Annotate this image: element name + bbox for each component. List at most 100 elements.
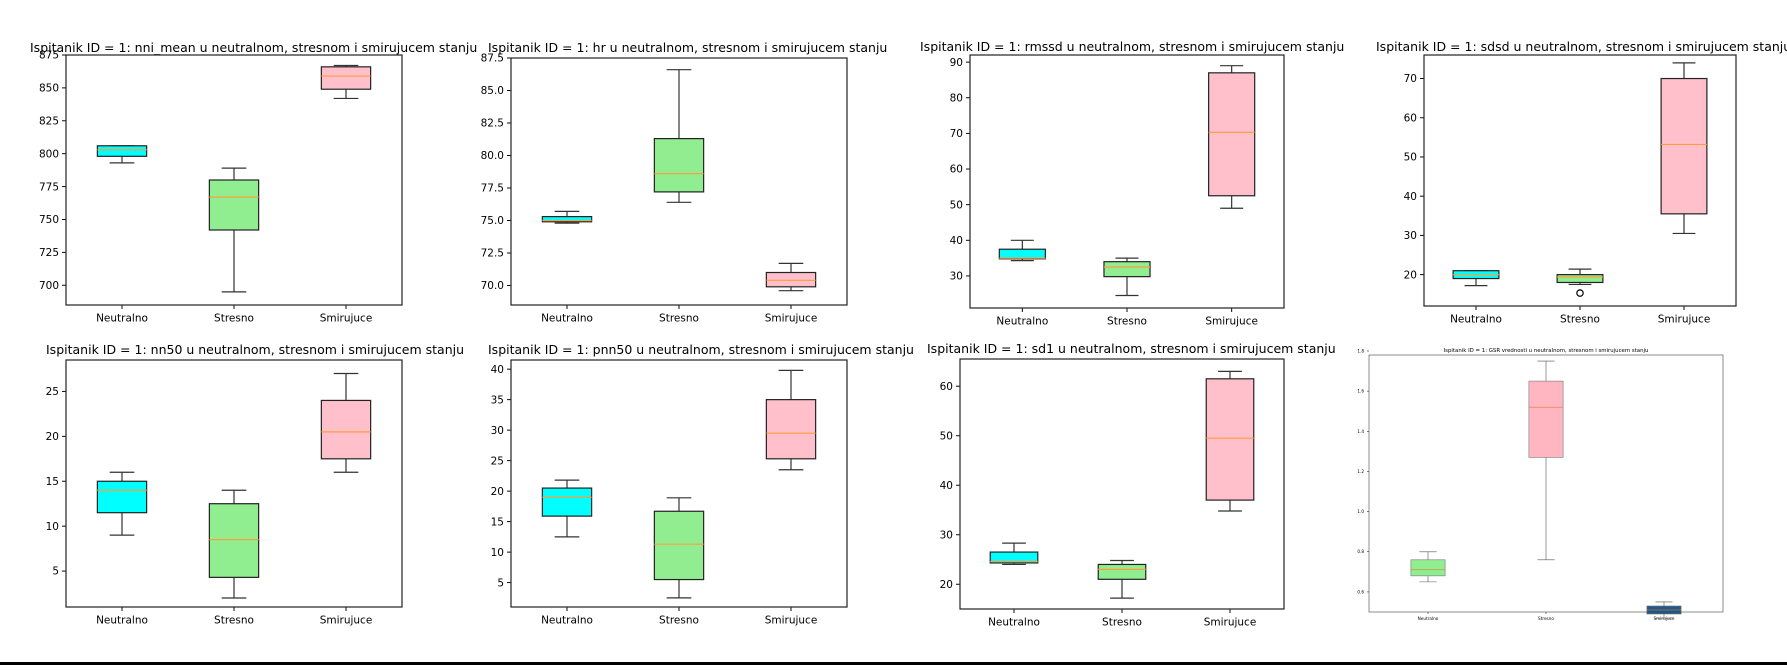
axes-frame [969,54,1285,309]
x-tick-label: Smirujuce [765,615,818,627]
x-tick-label: Neutralno [1418,616,1439,621]
x-tick-label: Neutralno [96,313,148,325]
box-stresno [208,489,260,599]
y-tick-label: 70 [950,128,963,140]
y-tick-label: 20 [46,431,59,443]
subplot-7: Ispitanik ID = 1: sd1 u neutralnom, stre… [927,341,1336,629]
y-tick-label: 775 [39,181,59,193]
subplot-1: Ispitanik ID = 1: nni_mean u neutralnom,… [30,40,477,325]
box-smirujuce [1646,601,1682,619]
y-tick-label: 15 [46,476,59,488]
x-tick-label: Smirujuce [1205,316,1258,328]
y-tick-label: 800 [39,148,59,160]
y-tick-label: 825 [39,115,59,127]
x-tick-label: Stresno [1107,316,1147,328]
box-smirujuce [1205,370,1255,512]
y-tick-label: 40 [1404,191,1417,203]
y-tick-label: 35 [491,394,504,406]
y-tick-label: 30 [940,529,953,541]
box-stresno [1097,559,1147,599]
box-neutralno [96,145,148,164]
y-tick-label: 750 [39,214,59,226]
box-iqr [1410,559,1446,577]
subplot-8: Ispitanik ID = 1: GSR vrednosti u neutra… [1357,348,1724,621]
subplot-6: Ispitanik ID = 1: pnn50 u neutralnom, st… [488,342,914,627]
x-tick-label: Smirujuce [1654,616,1675,621]
box-smirujuce [1660,62,1708,235]
chart-title: Ispitanik ID = 1: pnn50 u neutralnom, st… [488,342,914,357]
axes-frame [510,57,848,306]
box-neutralno [998,239,1046,262]
subplot-3: Ispitanik ID = 1: rmssd u neutralnom, st… [920,39,1344,328]
y-tick-label: 1.0 [1357,509,1364,514]
box-iqr [653,510,705,581]
x-tick-label: Neutralno [541,615,593,627]
x-tick-label: Stresno [1102,617,1142,629]
box-stresno [1103,257,1151,297]
box-smirujuce [1208,65,1256,209]
box-iqr [541,216,593,223]
y-tick-label: 30 [1404,230,1417,242]
y-tick-label: 5 [52,566,59,578]
y-tick-label: 87.5 [481,53,504,65]
chart-title: Ispitanik ID = 1: sdsd u neutralnom, str… [1376,39,1787,54]
y-tick-label: 75.0 [481,215,504,227]
y-tick-label: 70.0 [481,280,504,292]
box-iqr [1103,261,1151,278]
y-tick-label: 1.6 [1357,389,1364,394]
outlier-point [1576,289,1584,297]
y-tick-label: 1.8 [1357,348,1364,353]
chart-title: Ispitanik ID = 1: nni_mean u neutralnom,… [30,40,477,55]
y-tick-label: 60 [950,164,963,176]
subplot-4: Ispitanik ID = 1: sdsd u neutralnom, str… [1376,39,1787,326]
box-stresno [1528,360,1564,561]
box-smirujuce [765,262,817,292]
box-iqr [1208,72,1256,197]
box-iqr [1660,77,1708,215]
y-tick-label: 50 [950,199,963,211]
y-tick-label: 70 [1404,73,1417,85]
x-tick-label: Neutralno [1450,314,1502,326]
x-tick-label: Smirujuce [1204,617,1257,629]
axes-frame [1423,54,1737,307]
subplot-5: Ispitanik ID = 1: nn50 u neutralnom, str… [46,342,464,627]
y-tick-label: 90 [950,57,963,69]
y-tick-label: 40 [950,235,963,247]
box-neutralno [541,479,593,538]
y-tick-label: 15 [491,516,504,528]
y-tick-label: 80 [950,92,963,104]
y-tick-label: 20 [491,486,504,498]
y-tick-label: 25 [491,455,504,467]
y-tick-label: 0.6 [1357,589,1364,594]
box-stresno [653,497,705,599]
y-tick-label: 0.8 [1357,549,1364,554]
y-tick-label: 10 [46,521,59,533]
y-tick-label: 50 [1404,152,1417,164]
y-tick-label: 50 [940,430,953,442]
y-tick-label: 700 [39,280,59,292]
y-tick-label: 20 [1404,269,1417,281]
box-smirujuce [765,369,817,471]
box-smirujuce [320,64,372,100]
chart-title: Ispitanik ID = 1: nn50 u neutralnom, str… [46,342,464,357]
y-tick-label: 72.5 [481,248,504,260]
x-tick-label: Stresno [214,615,254,627]
x-tick-label: Neutralno [988,617,1040,629]
y-tick-label: 85.0 [481,85,504,97]
box-neutralno [1452,270,1500,287]
y-tick-label: 30 [950,271,963,283]
y-tick-label: 80.0 [481,150,504,162]
axes-frame [65,54,403,306]
box-iqr [541,487,593,517]
box-iqr [1205,378,1255,501]
axes-frame [959,358,1285,610]
box-iqr [320,399,372,460]
box-iqr [653,138,705,193]
x-tick-label: Neutralno [996,316,1048,328]
y-tick-label: 25 [46,386,59,398]
x-tick-label: Stresno [1538,616,1554,621]
box-stresno [208,167,260,293]
y-tick-label: 77.5 [481,183,504,195]
